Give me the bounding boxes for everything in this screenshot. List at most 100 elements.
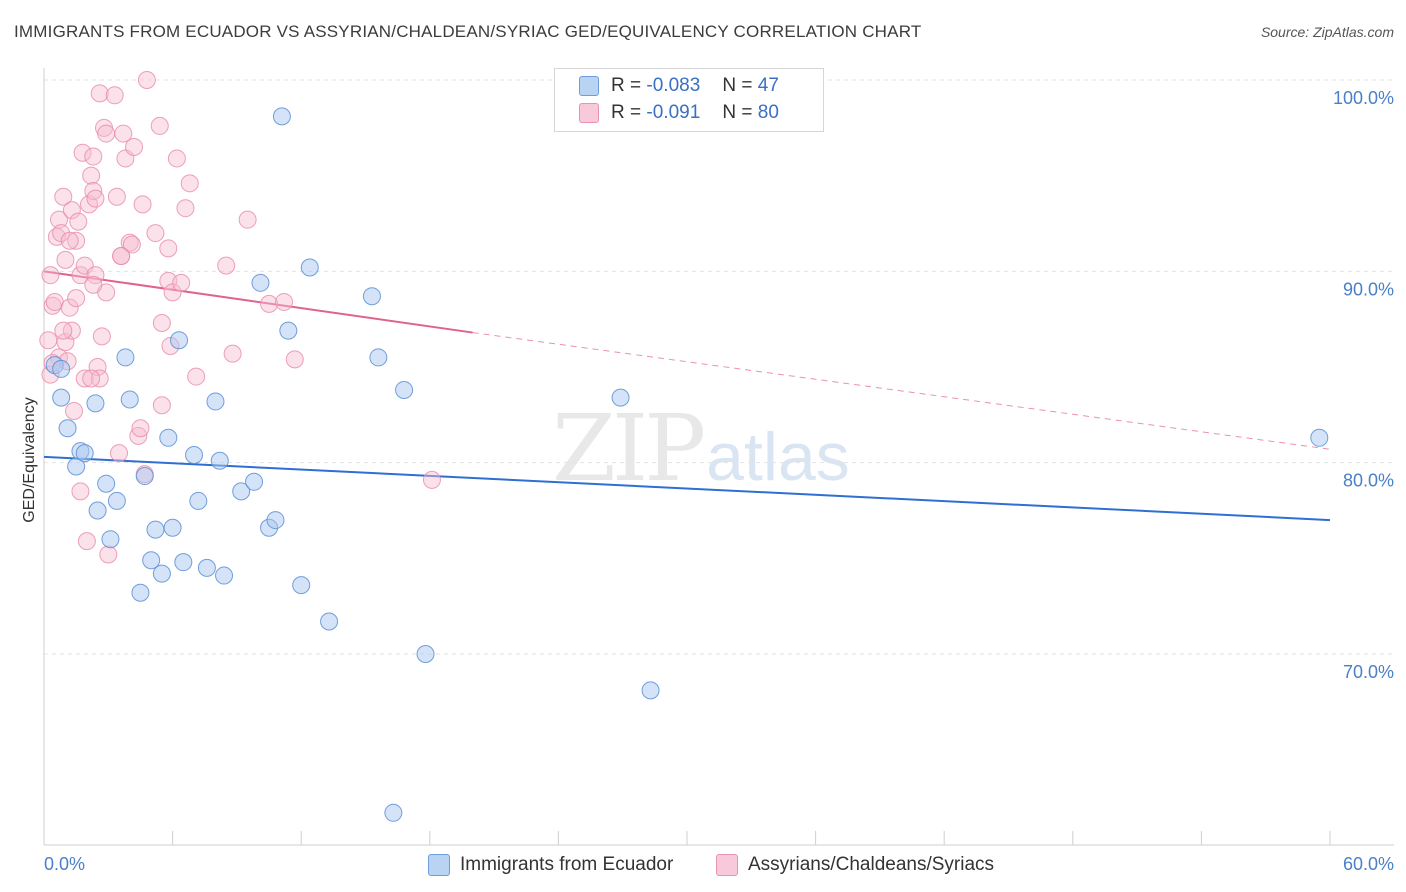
point-ecuador — [189, 491, 208, 510]
point-assyrian — [60, 298, 79, 317]
point-ecuador — [52, 359, 71, 378]
point-ecuador — [159, 428, 178, 447]
trend-line-assyrian-extension — [472, 332, 1331, 450]
point-assyrian — [90, 84, 109, 103]
point-ecuador — [641, 681, 660, 700]
legend-row-ecuador: R = -0.083 N = 47 — [579, 74, 779, 98]
point-assyrian — [176, 199, 195, 218]
point-ecuador — [197, 558, 216, 577]
x-tick-label: 60.0% — [1343, 854, 1394, 874]
point-ecuador — [120, 390, 139, 409]
point-ecuador — [232, 482, 251, 501]
point-assyrian — [50, 210, 69, 229]
point-ecuador — [163, 518, 182, 537]
point-assyrian — [133, 195, 152, 214]
point-assyrian — [99, 545, 118, 564]
point-assyrian — [75, 369, 94, 388]
point-assyrian — [137, 71, 156, 89]
bottom-legend-ecuador: Immigrants from Ecuador — [428, 851, 673, 879]
point-assyrian — [86, 189, 105, 208]
point-assyrian — [62, 201, 81, 220]
point-assyrian — [152, 313, 171, 332]
trend-line-ecuador — [43, 455, 1331, 522]
y-axis-title: GED/Equivalency — [21, 397, 38, 522]
point-assyrian — [172, 273, 191, 292]
point-assyrian — [39, 331, 58, 350]
bottom-legend-assyrian: Assyrians/Chaldeans/Syriacs — [716, 851, 994, 879]
point-assyrian — [180, 174, 199, 193]
point-assyrian — [77, 532, 96, 551]
point-assyrian — [84, 181, 103, 200]
bottom-legend-label-ecuador: Immigrants from Ecuador — [460, 854, 674, 875]
legend-row-assyrian: R = -0.091 N = 80 — [579, 101, 779, 125]
legend-n-value: 80 — [757, 102, 779, 123]
point-assyrian — [112, 247, 131, 266]
point-assyrian — [125, 137, 144, 156]
point-ecuador — [320, 612, 339, 631]
point-ecuador — [292, 576, 311, 595]
point-ecuador — [75, 444, 94, 463]
point-assyrian — [65, 402, 84, 421]
trend-line-assyrian — [43, 270, 473, 334]
point-assyrian — [92, 327, 111, 346]
point-ecuador — [185, 446, 204, 465]
point-assyrian — [84, 275, 103, 294]
point-assyrian — [54, 187, 73, 206]
point-assyrian — [131, 419, 150, 438]
point-assyrian — [82, 166, 101, 185]
point-assyrian — [41, 266, 60, 285]
point-ecuador — [1310, 428, 1329, 447]
point-assyrian — [71, 266, 90, 285]
point-assyrian — [223, 344, 242, 363]
point-assyrian — [45, 292, 64, 311]
point-ecuador — [174, 553, 193, 572]
legend-n-value: 47 — [757, 75, 779, 96]
point-assyrian — [152, 396, 171, 415]
y-tick-label: 90.0% — [1343, 279, 1394, 299]
point-assyrian — [150, 116, 169, 135]
point-assyrian — [159, 239, 178, 258]
point-ecuador — [362, 287, 381, 306]
point-assyrian — [114, 124, 133, 143]
data-points — [39, 71, 1329, 822]
point-assyrian — [60, 231, 79, 250]
point-assyrian — [238, 210, 257, 229]
point-assyrian — [84, 147, 103, 166]
bottom-swatch-ecuador — [428, 854, 450, 876]
axes — [43, 68, 1394, 846]
point-ecuador — [206, 392, 225, 411]
point-assyrian — [67, 231, 86, 250]
source-credit: Source: ZipAtlas.com — [1260, 24, 1394, 40]
point-ecuador — [142, 551, 161, 570]
point-assyrian — [56, 333, 75, 352]
stats-legend: R = -0.083 N = 47 R = -0.091 N = 80 — [554, 68, 824, 132]
point-assyrian — [122, 235, 141, 254]
point-assyrian — [167, 149, 186, 168]
point-assyrian — [88, 358, 107, 376]
point-ecuador — [416, 645, 435, 663]
point-ecuador — [215, 566, 234, 585]
point-ecuador — [395, 380, 414, 399]
point-assyrian — [275, 292, 294, 311]
tick-labels: 70.0% 80.0% 90.0% 100.0% 0.0% 60.0% GED/Equiva… — [21, 88, 1394, 874]
point-ecuador — [97, 474, 116, 493]
point-ecuador — [52, 388, 71, 407]
point-ecuador — [245, 472, 264, 491]
point-ecuador — [170, 331, 189, 350]
watermark-atlas: atlas — [706, 419, 850, 495]
point-assyrian — [217, 256, 236, 275]
point-assyrian — [107, 187, 126, 206]
point-assyrian — [97, 124, 116, 143]
point-ecuador — [611, 388, 630, 407]
legend-r-label: R = — [611, 102, 642, 123]
point-ecuador — [86, 394, 105, 413]
point-ecuador — [58, 419, 77, 438]
legend-r-value: -0.091 — [646, 102, 701, 123]
point-assyrian — [285, 350, 304, 369]
point-ecuador — [88, 501, 107, 520]
point-ecuador — [131, 583, 150, 602]
point-assyrian — [129, 426, 148, 445]
point-assyrian — [67, 289, 86, 308]
legend-swatch-ecuador — [579, 76, 599, 96]
